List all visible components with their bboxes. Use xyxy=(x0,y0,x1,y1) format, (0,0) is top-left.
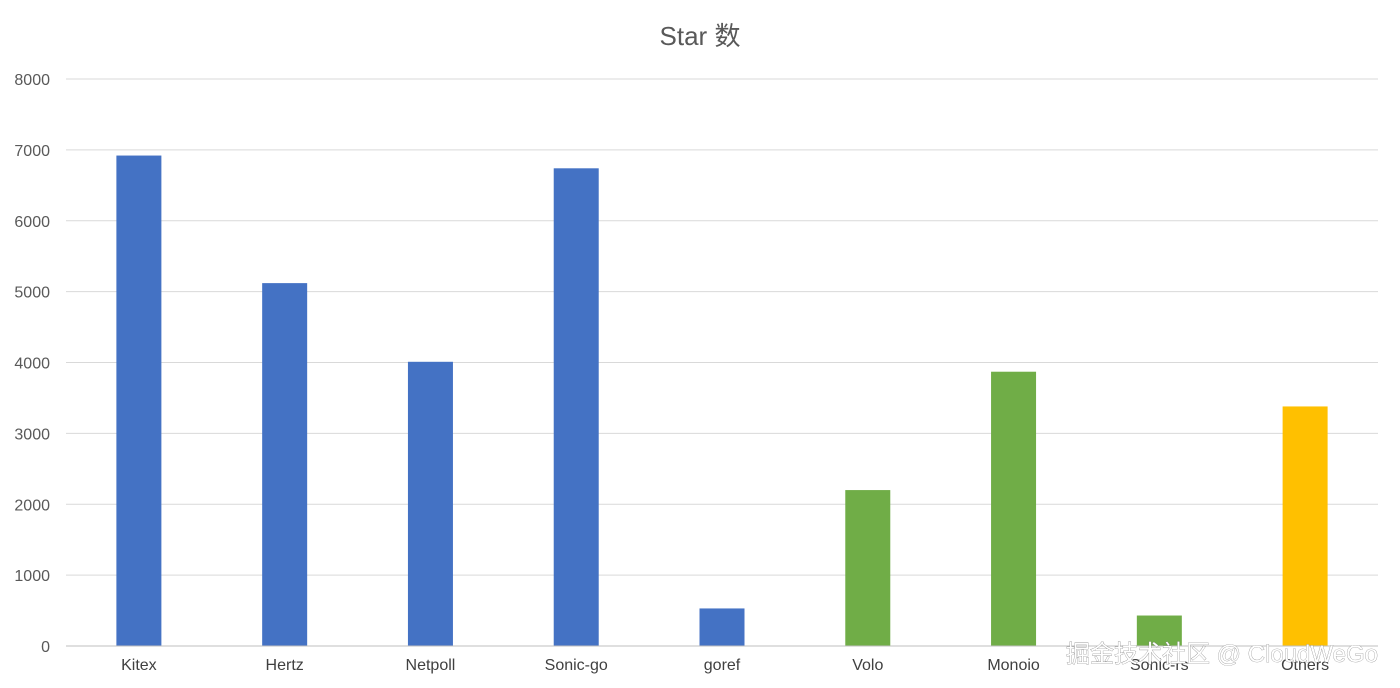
x-category-label: Sonic-rs xyxy=(1130,657,1189,674)
bar-hertz xyxy=(262,283,308,646)
x-category-label: Monoio xyxy=(987,657,1040,674)
bar-goref xyxy=(699,608,745,646)
bar-others xyxy=(1282,406,1328,646)
bar-volo xyxy=(845,490,891,646)
y-tick-label: 4000 xyxy=(14,356,50,373)
y-tick-label: 5000 xyxy=(14,285,50,302)
watermark-text: 掘金技术社区 @ CloudWeGo xyxy=(1066,641,1378,668)
x-category-label: Volo xyxy=(852,657,883,674)
chart-title: Star 数 xyxy=(660,21,741,51)
y-tick-label: 2000 xyxy=(14,497,50,514)
y-axis-ticks: 0 1000 2000 3000 4000 5000 6000 7000 8000 xyxy=(14,72,50,656)
y-tick-label: 7000 xyxy=(14,143,50,160)
bar-sonic-go xyxy=(553,168,599,647)
bar-netpoll xyxy=(407,361,453,646)
y-tick-label: 3000 xyxy=(14,426,50,443)
y-tick-label: 0 xyxy=(41,639,50,656)
y-tick-label: 6000 xyxy=(14,214,50,231)
bar-sonic-rs xyxy=(1136,615,1182,646)
bar-kitex xyxy=(116,155,162,647)
y-tick-label: 8000 xyxy=(14,72,50,89)
x-category-label: Hertz xyxy=(266,657,304,674)
x-axis-categories: Kitex Hertz Netpoll Sonic-go goref Volo Monoio… xyxy=(121,657,1329,674)
bar-monoio xyxy=(991,371,1037,646)
y-tick-label: 1000 xyxy=(14,568,50,585)
x-category-label: goref xyxy=(704,657,741,674)
x-category-label: Kitex xyxy=(121,657,157,674)
bars xyxy=(116,155,1328,647)
x-category-label: Netpoll xyxy=(406,657,456,674)
x-category-label: Sonic-go xyxy=(545,657,608,674)
x-category-label: Others xyxy=(1281,657,1329,674)
